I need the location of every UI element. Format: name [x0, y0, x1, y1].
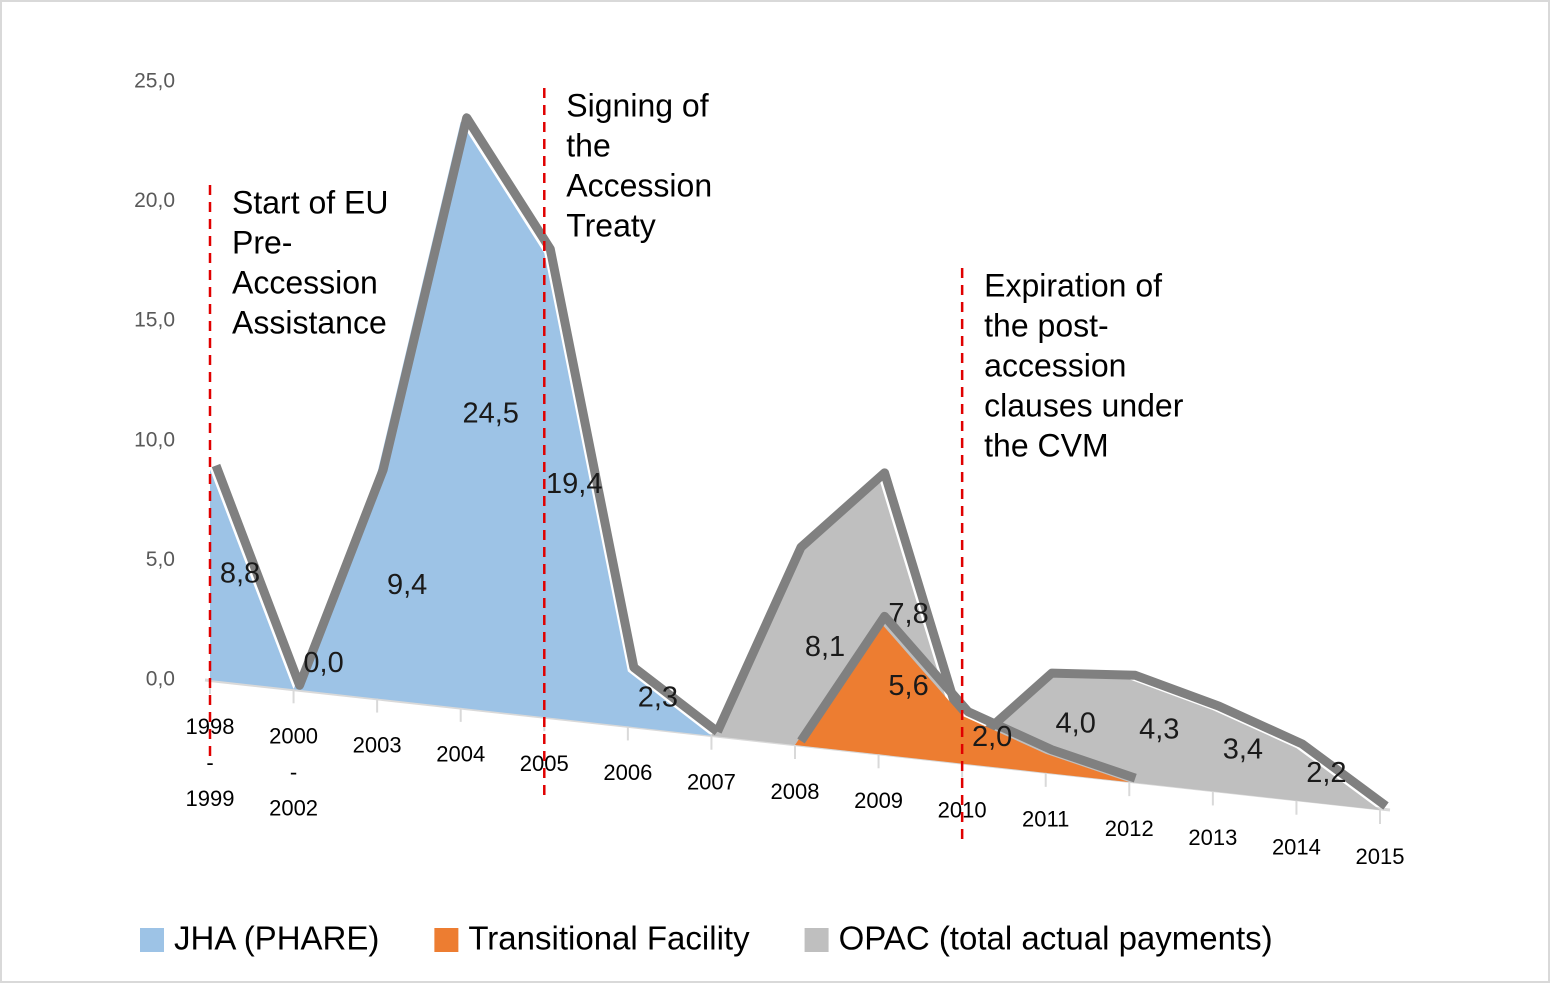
data-label: 2,0 — [972, 721, 1012, 753]
data-label: 8,1 — [805, 631, 845, 663]
x-tick-label: 2008 — [771, 779, 820, 804]
x-tick-label: 2011 — [1022, 807, 1069, 832]
annotation-text: the CVM — [984, 427, 1108, 463]
data-label: 5,6 — [888, 670, 928, 702]
data-label: 3,4 — [1223, 733, 1263, 765]
data-label: 2,2 — [1306, 757, 1346, 789]
y-tick-label: 15,0 — [134, 309, 175, 332]
annotation-text: Accession — [566, 167, 712, 203]
data-label: 24,5 — [462, 397, 518, 429]
data-label: 9,4 — [387, 569, 427, 601]
annotation-text: clauses under — [984, 387, 1184, 423]
x-tick-label: 2007 — [687, 770, 736, 795]
annotation-text: Signing of — [566, 87, 708, 123]
x-tick-label: 2004 — [436, 742, 485, 767]
area-ridge — [797, 611, 1137, 783]
y-tick-label: 10,0 — [134, 428, 175, 451]
y-tick-label: 25,0 — [134, 70, 175, 93]
legend-label: OPAC (total actual payments) — [839, 920, 1273, 957]
legend-label: Transitional Facility — [468, 920, 750, 957]
data-label: 8,8 — [220, 557, 260, 589]
annotation-text: the — [566, 127, 610, 163]
annotation-text: Pre- — [232, 224, 292, 260]
data-label: 2,3 — [638, 682, 678, 714]
x-tick-label: 2003 — [353, 732, 402, 757]
legend-swatch — [804, 928, 829, 952]
y-tick-label: 5,0 — [146, 548, 175, 571]
x-tick-label: 2009 — [854, 788, 903, 813]
area-ridge — [211, 113, 721, 736]
x-tick-label: 2015 — [1356, 844, 1405, 869]
data-label: 19,4 — [546, 468, 602, 500]
annotation-text: Accession — [232, 264, 378, 300]
legend-label: JHA (PHARE) — [174, 920, 379, 957]
legend-swatch — [140, 928, 164, 952]
annotation-text: the post- — [984, 307, 1109, 343]
legend-swatch — [434, 928, 459, 952]
area-ridge — [713, 468, 1389, 810]
x-tick-label: 2013 — [1188, 825, 1237, 850]
y-tick-label: 0,0 — [146, 668, 175, 691]
annotation-text: Start of EU — [232, 184, 389, 220]
annotation-text: Assistance — [232, 304, 387, 340]
annotation-text: Expiration of — [984, 267, 1162, 303]
area — [795, 620, 1130, 783]
x-tick-label: 2006 — [603, 760, 652, 785]
y-tick-label: 20,0 — [134, 189, 175, 212]
annotation-text: accession — [984, 347, 1126, 383]
x-tick-label: 2012 — [1105, 816, 1154, 841]
data-label: 4,0 — [1056, 708, 1096, 740]
data-label: 4,3 — [1139, 713, 1179, 745]
x-tick-label: 2000 -2002 — [269, 723, 318, 820]
data-label: 0,0 — [303, 647, 343, 679]
x-tick-label: 2014 — [1272, 835, 1321, 860]
annotation-text: Treaty — [566, 207, 656, 243]
